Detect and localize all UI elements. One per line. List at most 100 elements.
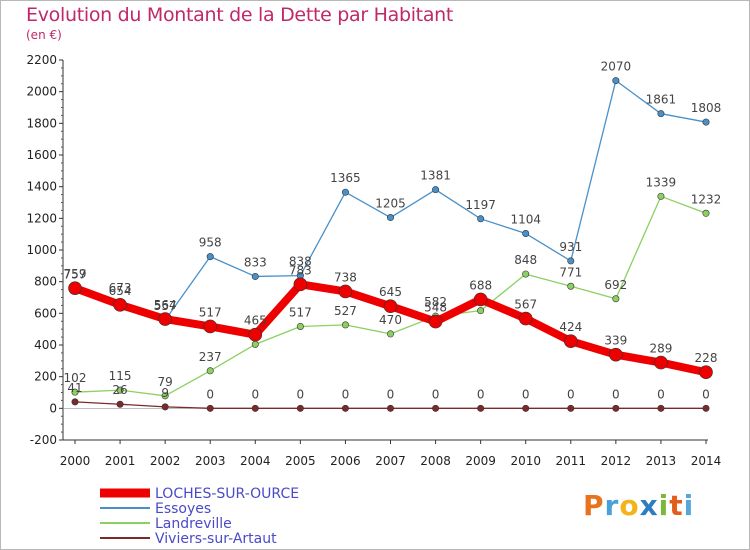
- x-tick-label: 2001: [105, 454, 136, 468]
- legend-label-landreville: Landreville: [155, 516, 232, 532]
- data-point: [386, 214, 394, 222]
- x-tick-label: 2011: [556, 454, 587, 468]
- data-label: 79: [158, 375, 173, 389]
- data-point: [113, 297, 127, 312]
- data-label: 0: [297, 387, 305, 401]
- x-tick-label: 2008: [420, 454, 451, 468]
- data-point: [161, 403, 169, 411]
- x-tick-label: 2003: [195, 454, 226, 468]
- data-point: [432, 404, 440, 412]
- y-tick-label: -200: [30, 433, 57, 447]
- data-point: [522, 270, 530, 278]
- data-point: [477, 215, 485, 223]
- series-loches-sur-ource: 759 654 564 517 465 783 738 645 548 688 567 424 339 2…: [64, 263, 717, 380]
- data-point: [341, 404, 349, 412]
- data-point: [702, 209, 710, 217]
- data-point: [206, 367, 214, 375]
- y-tick-label: 1000: [26, 243, 57, 257]
- data-label: 9: [161, 386, 169, 400]
- data-point: [428, 314, 443, 329]
- data-point: [341, 321, 349, 329]
- y-tick-label: 1200: [26, 211, 57, 225]
- x-tick-label: 2004: [240, 454, 271, 468]
- y-tick-label: 2000: [26, 85, 57, 99]
- data-label: 931: [559, 240, 582, 254]
- data-label: 1104: [510, 213, 541, 227]
- data-label: 757: [64, 267, 87, 281]
- data-label: 848: [514, 253, 537, 267]
- data-label: 0: [387, 387, 395, 401]
- data-label: 783: [289, 263, 312, 277]
- data-label: 465: [244, 314, 267, 328]
- x-tick-label: 2010: [510, 454, 541, 468]
- data-point: [206, 404, 214, 412]
- y-tick-label: 1400: [26, 180, 57, 194]
- data-label: 102: [64, 371, 87, 385]
- y-tick-label: 400: [34, 338, 57, 352]
- data-point: [386, 404, 394, 412]
- data-label: 0: [251, 387, 259, 401]
- data-label: 1861: [646, 93, 677, 107]
- x-tick-label: 2005: [285, 454, 316, 468]
- data-label: 1381: [420, 169, 451, 183]
- data-label: 470: [379, 313, 402, 327]
- data-point: [567, 282, 575, 290]
- data-point: [657, 110, 665, 118]
- data-label: 564: [154, 298, 177, 312]
- data-point: [296, 322, 304, 330]
- data-label: 2070: [601, 60, 632, 74]
- data-label: 1365: [330, 171, 361, 185]
- data-label: 0: [477, 387, 485, 401]
- data-point: [477, 307, 485, 315]
- data-label: 26: [112, 383, 127, 397]
- data-label: 0: [657, 387, 665, 401]
- data-label: 289: [649, 342, 672, 356]
- data-point: [567, 404, 575, 412]
- data-label: 115: [109, 369, 132, 383]
- chart-subtitle: (en €): [26, 28, 62, 42]
- chart-title: Evolution du Montant de la Dette par Hab…: [26, 4, 454, 26]
- proxiti-logo: Proxiti: [583, 489, 695, 522]
- data-point: [293, 277, 308, 292]
- data-label: 645: [379, 285, 402, 299]
- data-point: [383, 299, 398, 314]
- data-label: 0: [702, 387, 710, 401]
- data-label: 838: [289, 255, 312, 269]
- data-label: 1808: [691, 101, 722, 115]
- x-tick-label: 2013: [646, 454, 677, 468]
- data-point: [657, 192, 665, 200]
- data-label: 41: [67, 381, 82, 395]
- data-point: [206, 253, 214, 261]
- legend-label-loches-sur-ource: LOCHES-SUR-OURCE: [155, 486, 299, 502]
- data-point: [654, 355, 668, 370]
- data-label: 517: [199, 305, 222, 319]
- data-label: 738: [334, 270, 357, 284]
- data-point: [71, 388, 79, 396]
- data-point: [248, 327, 263, 342]
- data-label: 527: [334, 304, 357, 318]
- x-tick-label: 2014: [691, 454, 722, 468]
- x-tick-label: 2006: [330, 454, 361, 468]
- data-point: [338, 284, 353, 299]
- data-label: 339: [604, 334, 627, 348]
- data-label: 1205: [375, 197, 406, 211]
- y-tick-label: 600: [34, 306, 57, 320]
- series-essoyes: 757 673 557 958 833 838 1365 1205 1381 1197 1104 93…: [64, 60, 722, 324]
- data-point: [567, 257, 575, 265]
- data-point: [71, 398, 79, 406]
- data-label: 0: [432, 387, 440, 401]
- data-point: [203, 319, 218, 334]
- data-label: 958: [199, 236, 222, 250]
- data-point: [657, 404, 665, 412]
- y-tick-label: 0: [49, 401, 57, 415]
- data-point: [116, 400, 124, 408]
- data-point: [296, 404, 304, 412]
- data-label: 582: [424, 295, 447, 309]
- data-point: [612, 295, 620, 303]
- data-label: 1197: [465, 198, 496, 212]
- data-label: 567: [514, 298, 537, 312]
- data-point: [158, 312, 172, 326]
- data-point: [522, 230, 530, 238]
- legend-label-viviers-sur-artaut: Viviers-sur-Artaut: [155, 531, 277, 547]
